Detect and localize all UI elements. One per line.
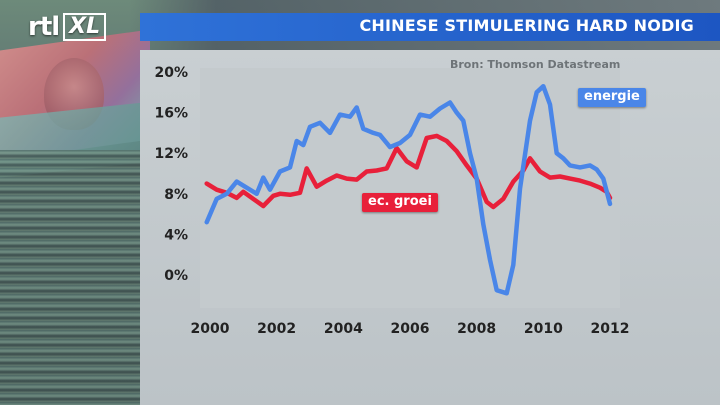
logo-xl: XL xyxy=(63,13,107,41)
x-tick-label: 2006 xyxy=(391,321,430,337)
logo-rtl: rtl xyxy=(28,12,60,42)
y-tick-label: 4% xyxy=(164,227,188,243)
source-credit: Bron: Thomson Datastream xyxy=(450,58,621,71)
y-tick-label: 12% xyxy=(154,146,188,162)
x-axis: 2000 2002 2004 2006 2008 2010 2012 xyxy=(191,321,630,337)
x-tick-label: 2008 xyxy=(457,321,496,337)
x-tick-label: 2010 xyxy=(524,321,563,337)
channel-logo: rtl XL xyxy=(28,12,107,42)
x-tick-label: 2002 xyxy=(257,321,296,337)
page-title: CHINESE STIMULERING HARD NODIG xyxy=(359,16,694,35)
title-bar: CHINESE STIMULERING HARD NODIG xyxy=(140,13,720,41)
y-tick-label: 20% xyxy=(154,65,188,81)
series-line-ec-groei xyxy=(204,133,613,210)
legend-label-energie: energie xyxy=(578,88,646,107)
y-tick-label: 0% xyxy=(164,268,188,284)
series-line-energie xyxy=(204,83,613,296)
x-tick-label: 2000 xyxy=(191,321,230,337)
y-tick-label: 16% xyxy=(154,106,188,122)
y-tick-label: 8% xyxy=(164,187,188,203)
y-axis: 0% 4% 8% 12% 16% 20% xyxy=(154,65,188,284)
legend-label-ec-groei: ec. groei xyxy=(362,193,438,212)
x-tick-label: 2012 xyxy=(591,321,630,337)
series-lines xyxy=(204,83,613,296)
banknote-stack xyxy=(0,150,145,405)
x-tick-label: 2004 xyxy=(324,321,363,337)
